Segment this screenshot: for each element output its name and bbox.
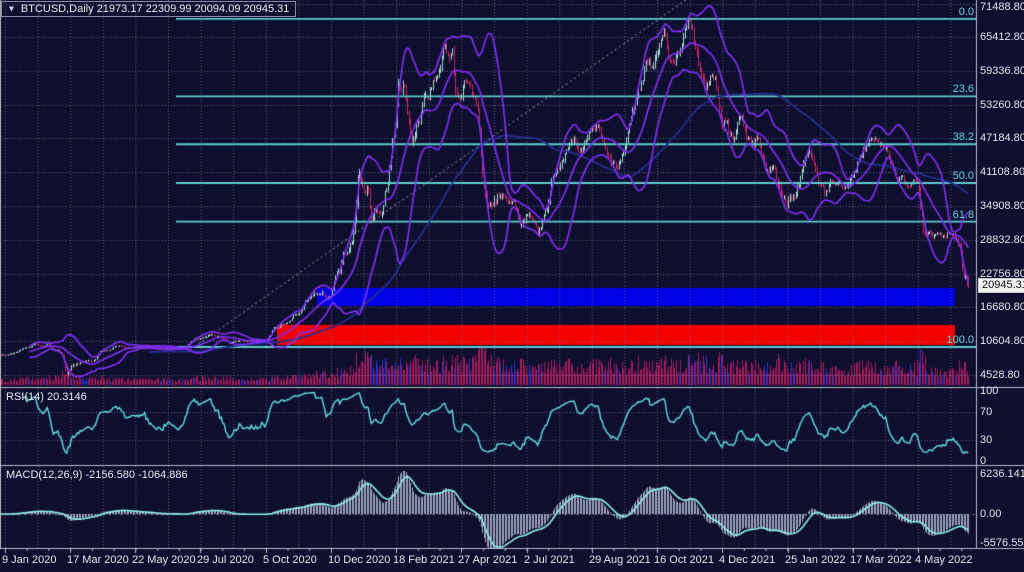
fib-level-label: 38.2 — [952, 131, 974, 144]
macd-signal-value: -1064.886 — [138, 469, 188, 481]
rsi-value: 20.3146 — [46, 391, 87, 403]
time-axis-label: 29 Jul 2020 — [197, 554, 254, 566]
chart-symbol-period: BTCUSD,Daily — [20, 3, 94, 15]
fib-level-label: 100.0 — [946, 333, 974, 346]
price-axis-label: 16680.80 — [980, 301, 1024, 314]
price-axis-label: 71488.80 — [980, 1, 1024, 13]
time-axis-label: 27 Apr 2021 — [458, 554, 518, 566]
symbol-dropdown-icon[interactable]: ▼ — [7, 4, 16, 14]
time-axis-label: 9 Jan 2020 — [2, 554, 57, 566]
time-axis-label: 16 Oct 2021 — [654, 554, 714, 566]
price-axis-label: 53260.80 — [980, 98, 1024, 111]
rsi-level-label: 100 — [980, 385, 999, 397]
macd-indicator-label: MACD(12,26,9) -2156.580 -1064.886 — [6, 469, 188, 481]
macd-name: MACD(12,26,9) — [6, 469, 83, 481]
time-axis-label: 29 Aug 2021 — [589, 554, 651, 566]
rsi-indicator-label: RSI(14) 20.3146 — [6, 391, 87, 403]
price-axis-label: 28832.80 — [980, 233, 1024, 246]
macd-level-label: -5576.553 — [980, 537, 1024, 549]
fib-level-label: 50.0 — [952, 169, 974, 182]
chart-title-box[interactable]: ▼ BTCUSD,Daily 21973.17 22309.99 20094.09… — [1, 1, 297, 17]
price-axis-label: 10604.80 — [980, 334, 1024, 347]
macd-main-value: -2156.580 — [85, 469, 136, 481]
rsi-level-label: 30 — [980, 434, 993, 446]
macd-level-label: 6236.141 — [980, 468, 1024, 480]
rsi-name: RSI(14) — [6, 391, 44, 403]
rsi-level-label: 70 — [980, 406, 993, 418]
chart-ohlc-values: 21973.17 22309.99 20094.09 20945.31 — [96, 3, 290, 15]
time-axis-label: 18 Feb 2021 — [393, 554, 455, 566]
fib-level-label: 0.0 — [958, 5, 974, 18]
price-axis-label: 22756.80 — [980, 267, 1024, 280]
price-axis-label: 59336.80 — [980, 64, 1024, 77]
price-axis-label: 4528.80 — [980, 368, 1020, 381]
fib-level-label: 23.6 — [952, 83, 974, 96]
time-axis-label: 4 May 2022 — [915, 554, 973, 566]
time-axis-label: 17 Mar 2020 — [67, 554, 129, 566]
rsi-level-label: 0 — [980, 455, 987, 467]
price-axis-label: 41108.80 — [980, 165, 1024, 178]
time-axis-label: 4 Dec 2021 — [719, 554, 776, 566]
price-axis-label: 47184.80 — [980, 132, 1024, 145]
fib-level-label: 61.8 — [952, 208, 974, 221]
time-axis-label: 22 May 2020 — [132, 554, 196, 566]
time-axis-label: 10 Dec 2020 — [328, 554, 391, 566]
price-axis-label: 34908.80 — [980, 200, 1024, 213]
time-axis-label: 2 Jul 2021 — [524, 554, 575, 566]
time-axis-label: 25 Jan 2022 — [785, 554, 846, 566]
time-axis-label: 5 Oct 2020 — [263, 554, 317, 566]
time-axis-label: 17 Mar 2022 — [850, 554, 912, 566]
macd-level-label: 0.00 — [980, 508, 1002, 520]
current-price-tag: 20945.31 — [978, 277, 1024, 293]
price-axis-label: 65412.80 — [980, 31, 1024, 44]
